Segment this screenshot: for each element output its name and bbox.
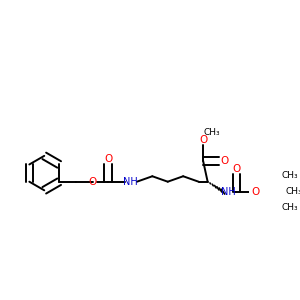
Text: NH: NH	[123, 177, 138, 187]
Text: NH: NH	[221, 187, 236, 197]
Text: CH₃: CH₃	[281, 171, 298, 180]
Text: O: O	[232, 164, 240, 174]
Text: O: O	[220, 156, 229, 166]
Text: CH₃: CH₃	[281, 203, 298, 212]
Text: O: O	[104, 154, 112, 164]
Text: CH₃: CH₃	[203, 128, 220, 137]
Text: O: O	[252, 187, 260, 197]
Text: O: O	[199, 135, 207, 146]
Text: CH₃: CH₃	[286, 187, 300, 196]
Text: O: O	[88, 177, 97, 187]
